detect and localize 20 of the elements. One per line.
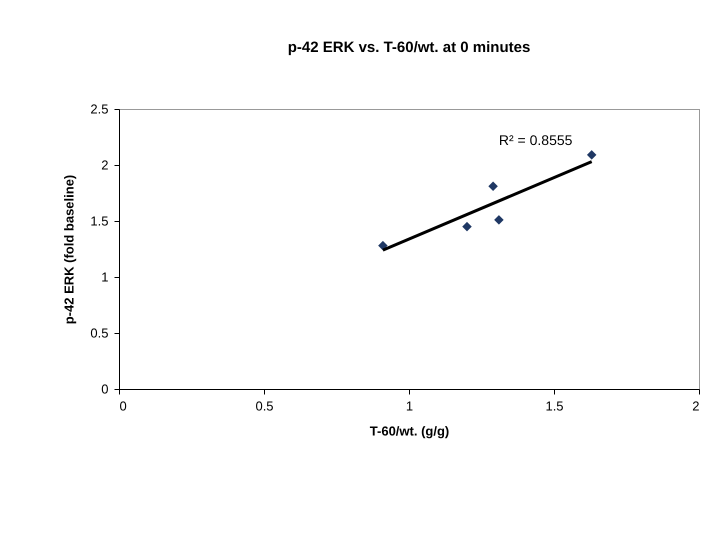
x-tick-label: 1	[406, 398, 414, 414]
y-tick-label: 1.5	[90, 214, 108, 228]
x-tick-label: 0	[120, 398, 127, 414]
y-tick-label: 2.5	[90, 102, 108, 116]
point	[494, 215, 504, 225]
chart-title: p-42 ERK vs. T-60/wt. at 0 minutes	[288, 39, 530, 56]
point	[378, 240, 388, 250]
point	[586, 150, 596, 160]
annotation: R² = 0.8555	[498, 132, 573, 148]
y-tick-label: 0.5	[90, 326, 108, 340]
y-tick-label: 0	[101, 382, 108, 396]
x-axis-title: T-60/wt. (g/g)	[370, 424, 450, 438]
x-tick-label: 0.5	[255, 398, 274, 414]
y-axis-title: p-42 ERK (fold baseline)	[61, 174, 76, 324]
point	[462, 222, 472, 232]
y-tick-label: 2	[101, 158, 108, 172]
y-tick-label: 1	[101, 270, 108, 284]
point	[488, 182, 498, 192]
x-tick-label: 2	[692, 398, 700, 414]
x-tick-label: 1.5	[545, 398, 564, 414]
